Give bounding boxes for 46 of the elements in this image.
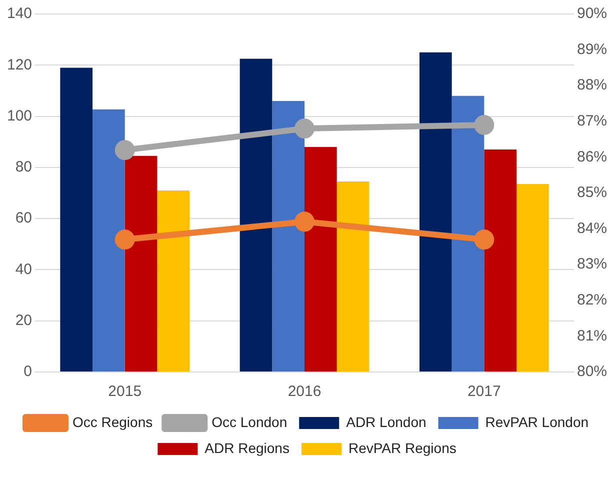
bar (304, 146, 337, 372)
y2-tick-label: 82% (576, 292, 608, 309)
y2-tick-label: 90% (576, 5, 608, 22)
y2-tick-label: 81% (576, 327, 608, 344)
legend-label: ADR Regions (204, 440, 290, 456)
legend-label: Occ London (212, 414, 288, 430)
bar (157, 190, 190, 372)
y-tick-label: 20 (15, 312, 32, 329)
y2-tick-label: 84% (576, 220, 608, 237)
y2-tick-label: 83% (576, 256, 608, 273)
bar (484, 150, 516, 372)
legend-label: RevPAR Regions (348, 440, 456, 456)
legend-label: RevPAR London (485, 414, 589, 430)
bar (124, 156, 158, 372)
point (474, 114, 494, 135)
bar (240, 58, 272, 372)
y2-tick-label: 85% (576, 184, 608, 202)
y-tick-label: 0 (24, 363, 32, 380)
x-tick-label: 2017 (467, 383, 501, 400)
y2-tick-label: 86% (576, 148, 608, 166)
x-tick-label: 2015 (108, 383, 142, 400)
legend-label: Occ Regions (72, 414, 153, 430)
bar (516, 184, 549, 372)
y2-tick-label: 87% (576, 112, 608, 130)
y-tick-label: 60 (15, 210, 32, 227)
legend-label: ADR London (346, 414, 426, 430)
y2-tick-label: 89% (576, 40, 608, 58)
point (114, 230, 135, 250)
bar (272, 100, 305, 372)
y2-tick-label: 88% (576, 76, 608, 94)
point (114, 140, 135, 160)
bar (452, 96, 484, 372)
y2-tick-label: 80% (576, 363, 608, 380)
y-tick-label: 100 (6, 107, 32, 124)
y-tick-label: 120 (6, 56, 32, 74)
point (294, 118, 315, 139)
y-tick-label: 80 (15, 158, 32, 176)
bar (336, 181, 370, 372)
bar (92, 109, 125, 372)
x-tick-label: 2016 (288, 383, 322, 400)
y-tick-label: 40 (15, 260, 32, 278)
y-tick-label: 140 (6, 5, 32, 22)
point (294, 212, 315, 232)
bar (60, 68, 93, 372)
bar (419, 52, 452, 372)
point (474, 230, 494, 250)
